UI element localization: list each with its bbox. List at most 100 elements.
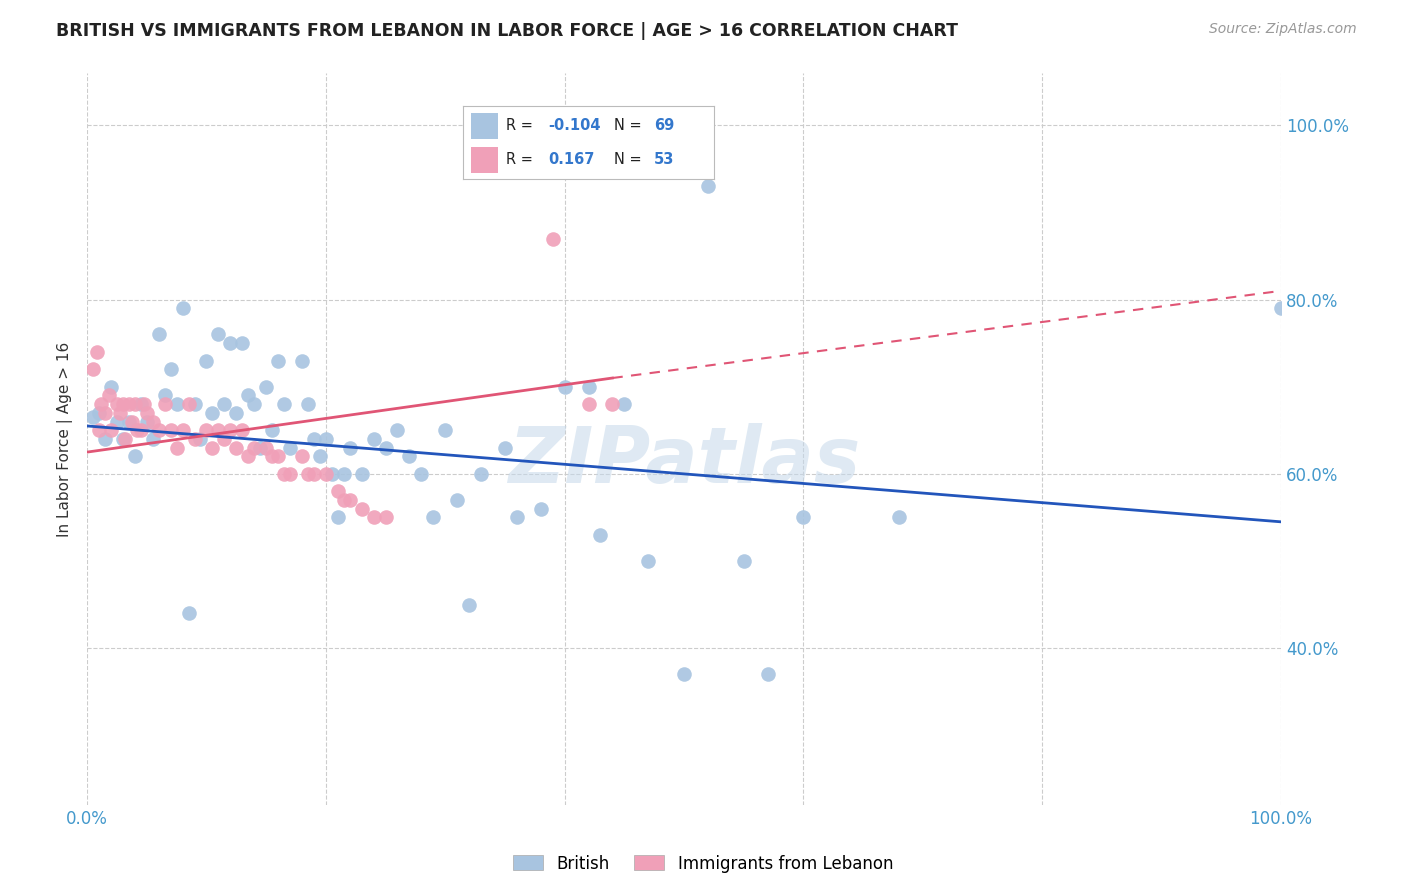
Point <box>207 423 229 437</box>
Point <box>111 397 134 411</box>
Point <box>82 410 104 425</box>
Point <box>82 362 104 376</box>
Point <box>302 467 325 481</box>
Point <box>374 441 396 455</box>
Point <box>243 397 266 411</box>
Point <box>326 510 349 524</box>
Point <box>231 423 253 437</box>
Point <box>350 467 373 481</box>
Point <box>238 450 260 464</box>
Point <box>387 423 409 437</box>
Point <box>458 598 481 612</box>
Point <box>86 344 108 359</box>
Point <box>262 423 284 437</box>
Point <box>142 415 165 429</box>
Point <box>177 397 200 411</box>
Point <box>225 441 247 455</box>
Point <box>231 336 253 351</box>
Point <box>470 467 492 481</box>
Point <box>183 432 205 446</box>
Point <box>166 397 188 411</box>
Point <box>446 493 468 508</box>
Point <box>225 406 247 420</box>
Point <box>363 510 385 524</box>
Point <box>267 450 290 464</box>
Point <box>339 441 361 455</box>
Point <box>148 423 170 437</box>
Point <box>506 510 529 524</box>
Point <box>273 467 295 481</box>
Point <box>278 441 301 455</box>
Point <box>756 667 779 681</box>
Point <box>118 397 141 411</box>
Point <box>494 441 516 455</box>
Point <box>159 423 181 437</box>
Point <box>309 450 332 464</box>
Point <box>291 353 314 368</box>
Point <box>124 450 146 464</box>
Point <box>129 397 152 411</box>
Point <box>87 423 110 437</box>
Point <box>110 406 132 420</box>
Text: Source: ZipAtlas.com: Source: ZipAtlas.com <box>1209 22 1357 37</box>
Point <box>153 397 176 411</box>
Point <box>332 467 354 481</box>
Point <box>434 423 457 437</box>
Point <box>201 406 224 420</box>
Point <box>672 667 695 681</box>
Point <box>172 301 194 316</box>
Point <box>578 380 600 394</box>
Point <box>219 336 242 351</box>
Point <box>554 380 576 394</box>
Point <box>111 432 134 446</box>
Point <box>105 415 128 429</box>
Point <box>411 467 433 481</box>
Y-axis label: In Labor Force | Age > 16: In Labor Force | Age > 16 <box>58 342 73 537</box>
Point <box>350 501 373 516</box>
Point <box>118 415 141 429</box>
Point <box>541 231 564 245</box>
Point <box>97 388 120 402</box>
Point <box>114 432 136 446</box>
Point <box>733 554 755 568</box>
Point <box>589 528 612 542</box>
Point <box>887 510 910 524</box>
Point <box>792 510 814 524</box>
Point <box>602 397 624 411</box>
Point <box>578 397 600 411</box>
Point <box>135 406 157 420</box>
Point <box>302 432 325 446</box>
Point <box>142 432 165 446</box>
Point <box>238 388 260 402</box>
Point <box>332 493 354 508</box>
Point <box>278 467 301 481</box>
Point <box>148 327 170 342</box>
Point <box>127 423 149 437</box>
Point <box>124 397 146 411</box>
Point <box>177 607 200 621</box>
Point <box>273 397 295 411</box>
Point <box>166 441 188 455</box>
Point <box>159 362 181 376</box>
Point <box>374 510 396 524</box>
Legend: British, Immigrants from Lebanon: British, Immigrants from Lebanon <box>506 848 900 880</box>
Point <box>1270 301 1292 316</box>
Point <box>219 423 242 437</box>
Point <box>183 397 205 411</box>
Point <box>363 432 385 446</box>
Text: ZIPatlas: ZIPatlas <box>508 423 860 499</box>
Point <box>100 423 122 437</box>
Point <box>291 450 314 464</box>
Point <box>613 397 636 411</box>
Point <box>315 467 337 481</box>
Point <box>398 450 420 464</box>
Point <box>172 423 194 437</box>
Point <box>90 397 112 411</box>
Point <box>190 432 212 446</box>
Point <box>321 467 343 481</box>
Point <box>297 397 319 411</box>
Point <box>254 380 277 394</box>
Point <box>94 406 117 420</box>
Point <box>105 397 128 411</box>
Point <box>243 441 266 455</box>
